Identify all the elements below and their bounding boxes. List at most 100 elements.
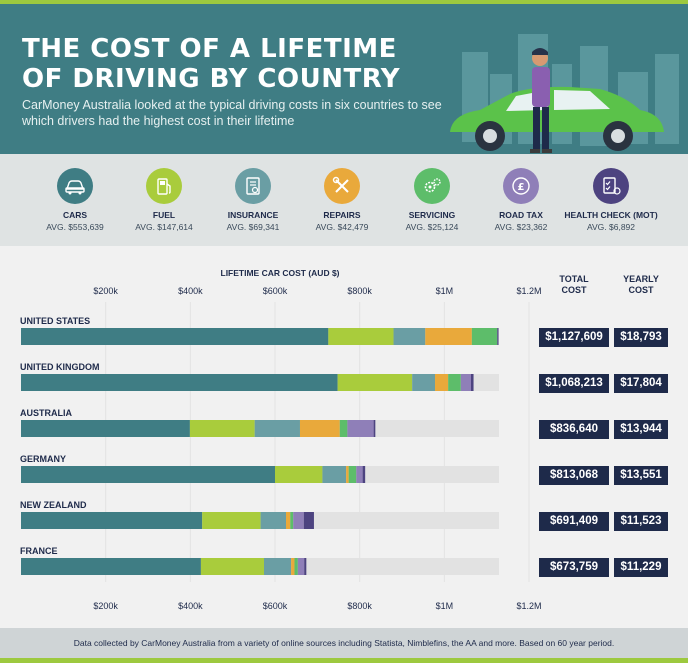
bar-segment-cars: [21, 328, 329, 345]
total-cost-badge: $1,068,213: [539, 374, 609, 393]
bar-segment-servicing: [448, 374, 461, 391]
yearly-header-line-1: YEARLY: [623, 274, 659, 284]
category-health-check: HEALTH CHECK (MOT) AVG. $6,892: [561, 168, 661, 232]
total-header-line-1: TOTAL: [559, 274, 589, 284]
x-tick-label: $1M: [436, 601, 454, 611]
person-figure: [530, 48, 552, 153]
car-icon: [57, 168, 93, 204]
bar-segment-insurance: [260, 512, 287, 529]
category-legend: CARS AVG. $553,639 FUEL AVG. $147,614 IN…: [0, 154, 688, 246]
title-line-2: OF DRIVING BY COUNTRY: [22, 64, 401, 94]
page-subtitle: CarMoney Australia looked at the typical…: [22, 98, 442, 128]
gears-icon: [414, 168, 450, 204]
bar-segment-cars: [21, 512, 203, 529]
category-average: AVG. $23,362: [494, 222, 548, 232]
category-fuel: FUEL AVG. $147,614: [114, 168, 214, 232]
bar-segment-road-tax: [293, 512, 304, 529]
page-title: THE COST OF A LIFETIME OF DRIVING BY COU…: [22, 34, 400, 94]
country-label: NEW ZEALAND: [20, 500, 87, 510]
bar-segment-road-tax: [460, 374, 472, 391]
bar-segment-fuel: [202, 512, 261, 529]
bar-segment-cars: [21, 466, 275, 483]
source-footnote: Data collected by CarMoney Australia fro…: [0, 628, 688, 658]
bar-segment-insurance: [263, 558, 292, 575]
fuel-pump-icon: [146, 168, 182, 204]
total-cost-badge: $1,127,609: [539, 328, 609, 347]
yearly-header-line-2: COST: [628, 285, 654, 295]
category-label: FUEL: [152, 210, 176, 220]
yearly-cost-badge: $17,804: [614, 374, 668, 393]
category-label: CARS: [62, 210, 88, 220]
chart-area: $200k $200k $400k $400k $600k $600k $800k $800k…: [0, 246, 688, 628]
bar-segment-repairs: [299, 420, 340, 437]
wrench-screwdriver-icon: [324, 168, 360, 204]
bar-segment-insurance: [412, 374, 436, 391]
bar-segment-health-check-mot: [303, 512, 314, 529]
bar-segment-cars: [21, 374, 338, 391]
bar-segment-cars: [21, 420, 190, 437]
x-tick-label: $200k: [93, 286, 118, 296]
category-average: AVG. $42,479: [315, 222, 369, 232]
x-tick-label: $1.2M: [516, 601, 541, 611]
country-label: AUSTRALIA: [20, 408, 72, 418]
city-car-illustration: [450, 34, 679, 153]
category-average: AVG. $25,124: [405, 222, 459, 232]
yearly-cost-badge: $11,229: [614, 558, 668, 577]
bar-segment-health-check-mot: [304, 558, 307, 575]
bar-segment-repairs: [291, 558, 295, 575]
bar-segment-fuel: [275, 466, 323, 483]
yearly-cost-badge: $11,523: [614, 512, 668, 531]
title-line-1: THE COST OF A LIFETIME: [22, 34, 397, 64]
x-tick-label: $200k: [93, 601, 118, 611]
country-label: FRANCE: [20, 546, 58, 556]
country-label: UNITED STATES: [20, 316, 91, 326]
stacked-bar-chart: $200k $200k $400k $400k $600k $600k $800k $800k…: [21, 286, 542, 611]
insurance-document-icon: [235, 168, 271, 204]
category-average: AVG. $6,892: [586, 222, 636, 232]
bar-segment-road-tax: [297, 558, 305, 575]
x-tick-label: $400k: [178, 601, 203, 611]
category-label: HEALTH CHECK (MOT): [564, 210, 658, 220]
category-cars: CARS AVG. $553,639: [25, 168, 125, 232]
bar-segment-repairs: [435, 374, 449, 391]
checklist-car-icon: [593, 168, 629, 204]
yearly-cost-badge: $13,944: [614, 420, 668, 439]
total-cost-header: TOTAL COST: [552, 274, 596, 296]
bar-segment-health-check-mot: [497, 328, 499, 345]
bar-segment-repairs: [346, 466, 349, 483]
category-label: INSURANCE: [227, 210, 279, 220]
x-tick-label: $1.2M: [516, 286, 541, 296]
pound-coin-icon: £: [503, 168, 539, 204]
bar-segment-health-check-mot: [373, 420, 376, 437]
bar-segment-road-tax: [356, 466, 363, 483]
country-label: UNITED KINGDOM: [20, 362, 100, 372]
bar-segment-servicing: [471, 328, 498, 345]
top-accent-line: [0, 0, 688, 4]
x-tick-label: $600k: [263, 601, 288, 611]
bar-segment-insurance: [393, 328, 426, 345]
category-insurance: INSURANCE AVG. $69,341: [203, 168, 303, 232]
x-tick-label: $600k: [263, 286, 288, 296]
bar-segment-health-check-mot: [471, 374, 474, 391]
bar-segment-road-tax: [347, 420, 374, 437]
category-average: AVG. $69,341: [226, 222, 280, 232]
bar-segment-cars: [21, 558, 201, 575]
category-label: REPAIRS: [323, 210, 361, 220]
category-servicing: SERVICING AVG. $25,124: [382, 168, 482, 232]
x-tick-label: $1M: [436, 286, 454, 296]
bar-segment-health-check-mot: [362, 466, 366, 483]
bar-segment-insurance: [322, 466, 347, 483]
x-tick-label: $400k: [178, 286, 203, 296]
bottom-accent-line: [0, 658, 688, 663]
bar-segment-fuel: [200, 558, 264, 575]
bar-segment-servicing: [290, 512, 294, 529]
header-banner: THE COST OF A LIFETIME OF DRIVING BY COU…: [0, 4, 688, 154]
total-cost-badge: $691,409: [539, 512, 609, 531]
bar-segment-fuel: [328, 328, 394, 345]
bar-segment-servicing: [339, 420, 348, 437]
x-tick-label: $800k: [347, 601, 372, 611]
category-average: AVG. $147,614: [135, 222, 193, 232]
bar-segment-servicing: [348, 466, 357, 483]
category-average: AVG. $553,639: [46, 222, 104, 232]
bar-segment-insurance: [254, 420, 300, 437]
